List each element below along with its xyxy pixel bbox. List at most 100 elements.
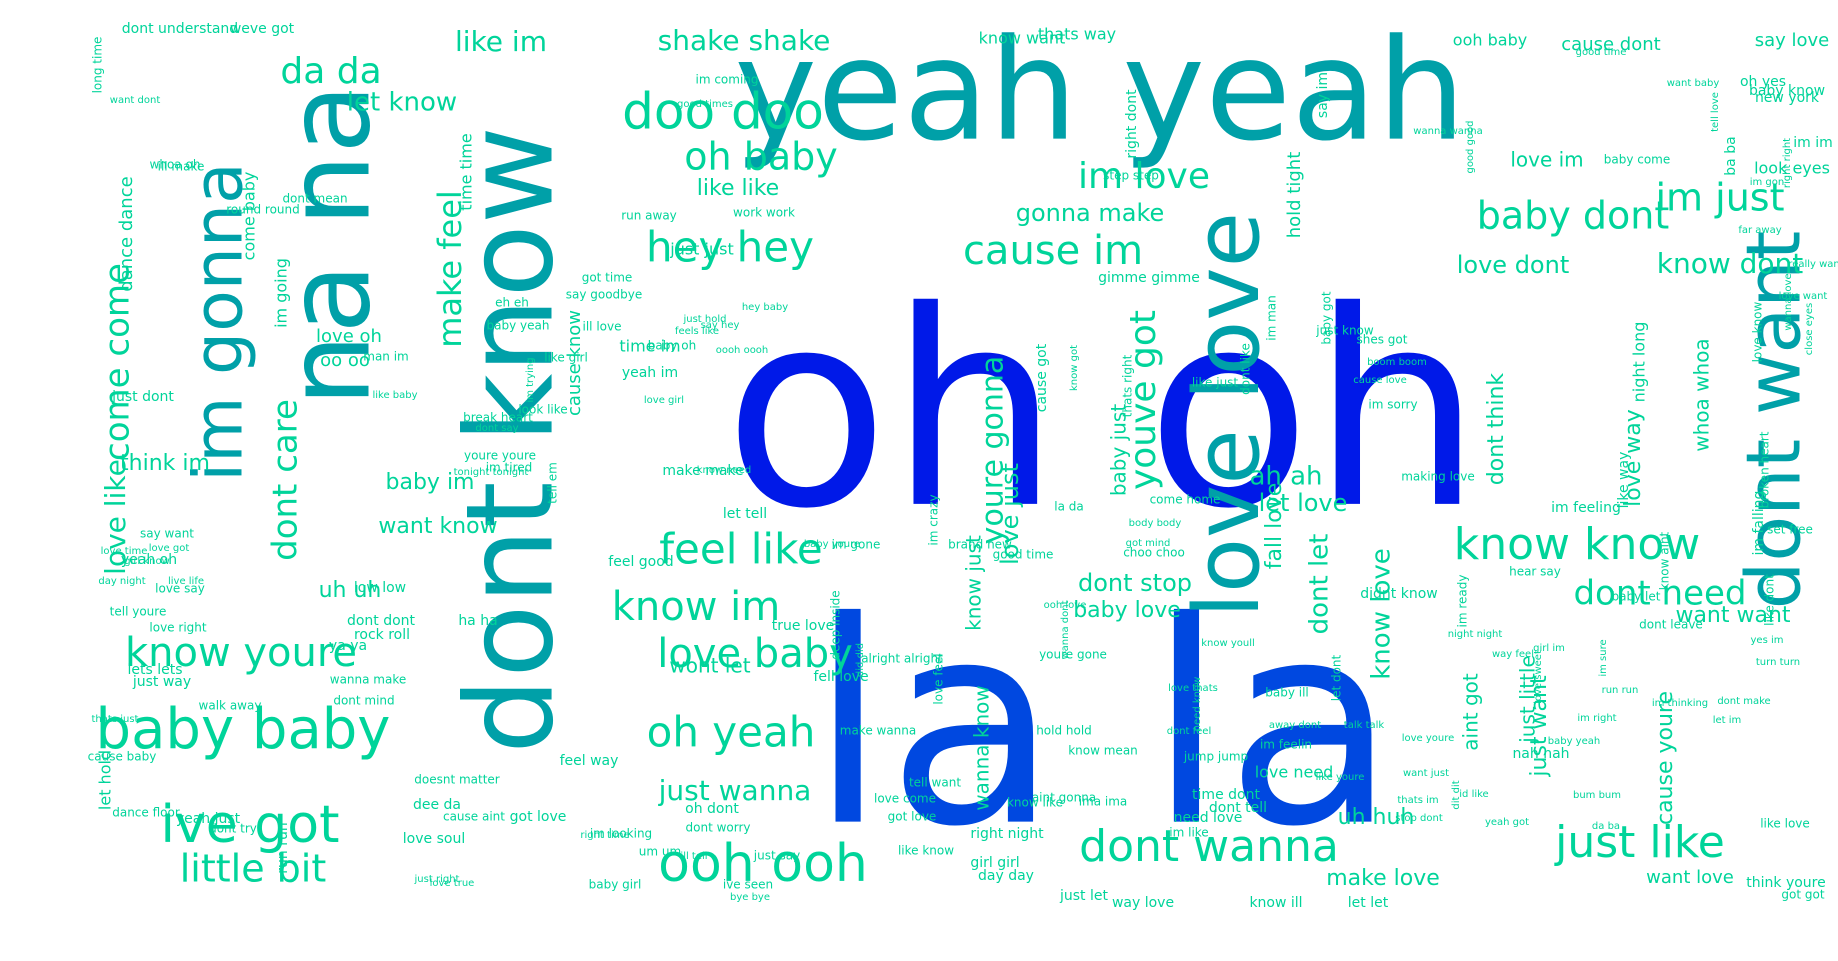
cloud-word: talk talk — [1344, 720, 1385, 731]
cloud-word: cause know — [564, 310, 585, 416]
cloud-word: tell em — [546, 462, 560, 504]
cloud-word: love way — [1621, 409, 1646, 507]
cloud-word: baby yeah — [1548, 736, 1600, 747]
cloud-word: just say — [753, 849, 800, 863]
cloud-word: dit dit — [1451, 780, 1462, 809]
cloud-word: da ba — [1592, 821, 1620, 832]
cloud-word: alright alright — [861, 652, 943, 666]
cloud-word: yeah oh — [121, 552, 177, 568]
cloud-word: like love — [1760, 817, 1810, 831]
cloud-word: ill make — [158, 160, 205, 174]
cloud-word: want know — [378, 514, 497, 539]
cloud-word: im sure — [1598, 639, 1609, 676]
cloud-word: boom boom — [1367, 357, 1427, 368]
cloud-word: baby know — [1749, 83, 1825, 99]
cloud-word: let im — [1713, 715, 1742, 726]
cloud-word: new york — [1755, 90, 1820, 106]
cloud-word: im like — [1169, 826, 1208, 840]
cloud-word: baby yeah — [487, 319, 550, 333]
cloud-word: love girl — [644, 395, 684, 406]
cloud-word: time dont — [1192, 787, 1260, 803]
cloud-word: want baby — [1667, 78, 1720, 89]
cloud-word: wanna wanna — [1413, 126, 1482, 137]
cloud-word: night long — [1630, 322, 1649, 403]
cloud-word: time time — [457, 133, 476, 210]
cloud-word: oh dont — [685, 801, 739, 817]
cloud-word: im feelin — [1260, 738, 1312, 752]
cloud-word: tell want — [909, 776, 961, 790]
cloud-word: didnt know — [1360, 586, 1437, 602]
cloud-word: baby got — [1320, 291, 1334, 344]
cloud-word: love soul — [403, 831, 465, 847]
cloud-word: ha ha — [458, 613, 497, 629]
cloud-word: dont care — [266, 399, 306, 561]
cloud-word: yeah just — [176, 811, 241, 827]
cloud-word: just little — [1516, 655, 1540, 744]
cloud-word: come come — [98, 263, 138, 461]
cloud-word: know just — [962, 535, 986, 631]
cloud-word: step step — [1103, 169, 1159, 183]
cloud-word: feel way — [560, 753, 619, 769]
cloud-word: im feeling — [1551, 500, 1621, 516]
cloud-word: dont understand — [122, 21, 238, 37]
cloud-word: yeah yeah — [734, 10, 1466, 173]
cloud-word: oo oo — [320, 350, 370, 371]
cloud-word: time im — [619, 337, 680, 356]
cloud-word: shake shake — [658, 24, 831, 57]
cloud-word: love like — [99, 459, 132, 575]
cloud-word: cause im — [963, 228, 1143, 274]
cloud-word: baby girl — [589, 878, 642, 892]
cloud-word: doo doo — [622, 83, 824, 141]
cloud-word: night night — [1448, 629, 1503, 640]
cloud-word: thats way — [1038, 25, 1116, 44]
cloud-word: im just — [1656, 176, 1785, 220]
cloud-word: know dont — [1657, 247, 1804, 280]
cloud-word: cause aint — [443, 810, 505, 824]
cloud-word: dont make — [1717, 696, 1770, 707]
cloud-word: just let — [1059, 888, 1108, 904]
cloud-word: love time — [101, 546, 148, 557]
cloud-word: got love — [888, 810, 937, 824]
cloud-word: love say — [155, 582, 205, 596]
cloud-word: love know — [1751, 301, 1765, 362]
cloud-word: im love — [1078, 156, 1210, 197]
cloud-word: youre gonna — [976, 356, 1011, 545]
cloud-word: baby come — [1604, 153, 1671, 167]
cloud-word: youve got — [1123, 310, 1164, 490]
cloud-word: deep inside — [829, 590, 843, 659]
cloud-word: got got — [1781, 888, 1824, 902]
cloud-word: like like — [697, 176, 779, 201]
cloud-word: im coming — [695, 73, 758, 87]
cloud-word: want just — [1403, 768, 1449, 779]
cloud-word: ooh love — [1044, 600, 1087, 611]
cloud-word: yeah im — [622, 365, 678, 381]
cloud-word: dont want — [1730, 231, 1818, 610]
cloud-word: girl girl — [970, 855, 1019, 871]
cloud-word: oh oh — [724, 253, 1482, 568]
cloud-word: aint gonna — [1032, 791, 1096, 805]
cloud-word: im crazy — [927, 494, 941, 545]
cloud-word: cause youre — [1653, 691, 1678, 825]
cloud-word: make feel — [431, 190, 469, 348]
cloud-word: uh uh — [319, 578, 382, 603]
cloud-word: yeah got — [1485, 817, 1529, 828]
cloud-word: just know — [1315, 324, 1374, 338]
cloud-word: oh yes — [1740, 74, 1786, 90]
cloud-word: jump jump — [1183, 750, 1248, 764]
cloud-word: aint got — [1459, 673, 1483, 751]
cloud-word: love youre — [1402, 733, 1455, 744]
cloud-word: look like — [518, 403, 567, 417]
cloud-word: thats im — [1397, 795, 1438, 806]
cloud-word: ba ba — [1723, 136, 1739, 175]
cloud-word: just hold — [682, 314, 726, 325]
cloud-word: im gonna — [180, 162, 259, 481]
cloud-word: good time — [1576, 47, 1627, 58]
cloud-word: close eyes — [1804, 303, 1815, 355]
cloud-word: ive seen — [723, 878, 773, 892]
cloud-word: yes im — [1751, 635, 1784, 646]
cloud-word: baby baby — [96, 697, 391, 762]
cloud-word: stop dont — [1395, 813, 1443, 824]
cloud-word: dee da — [413, 797, 461, 813]
cloud-word: know need — [697, 465, 752, 476]
